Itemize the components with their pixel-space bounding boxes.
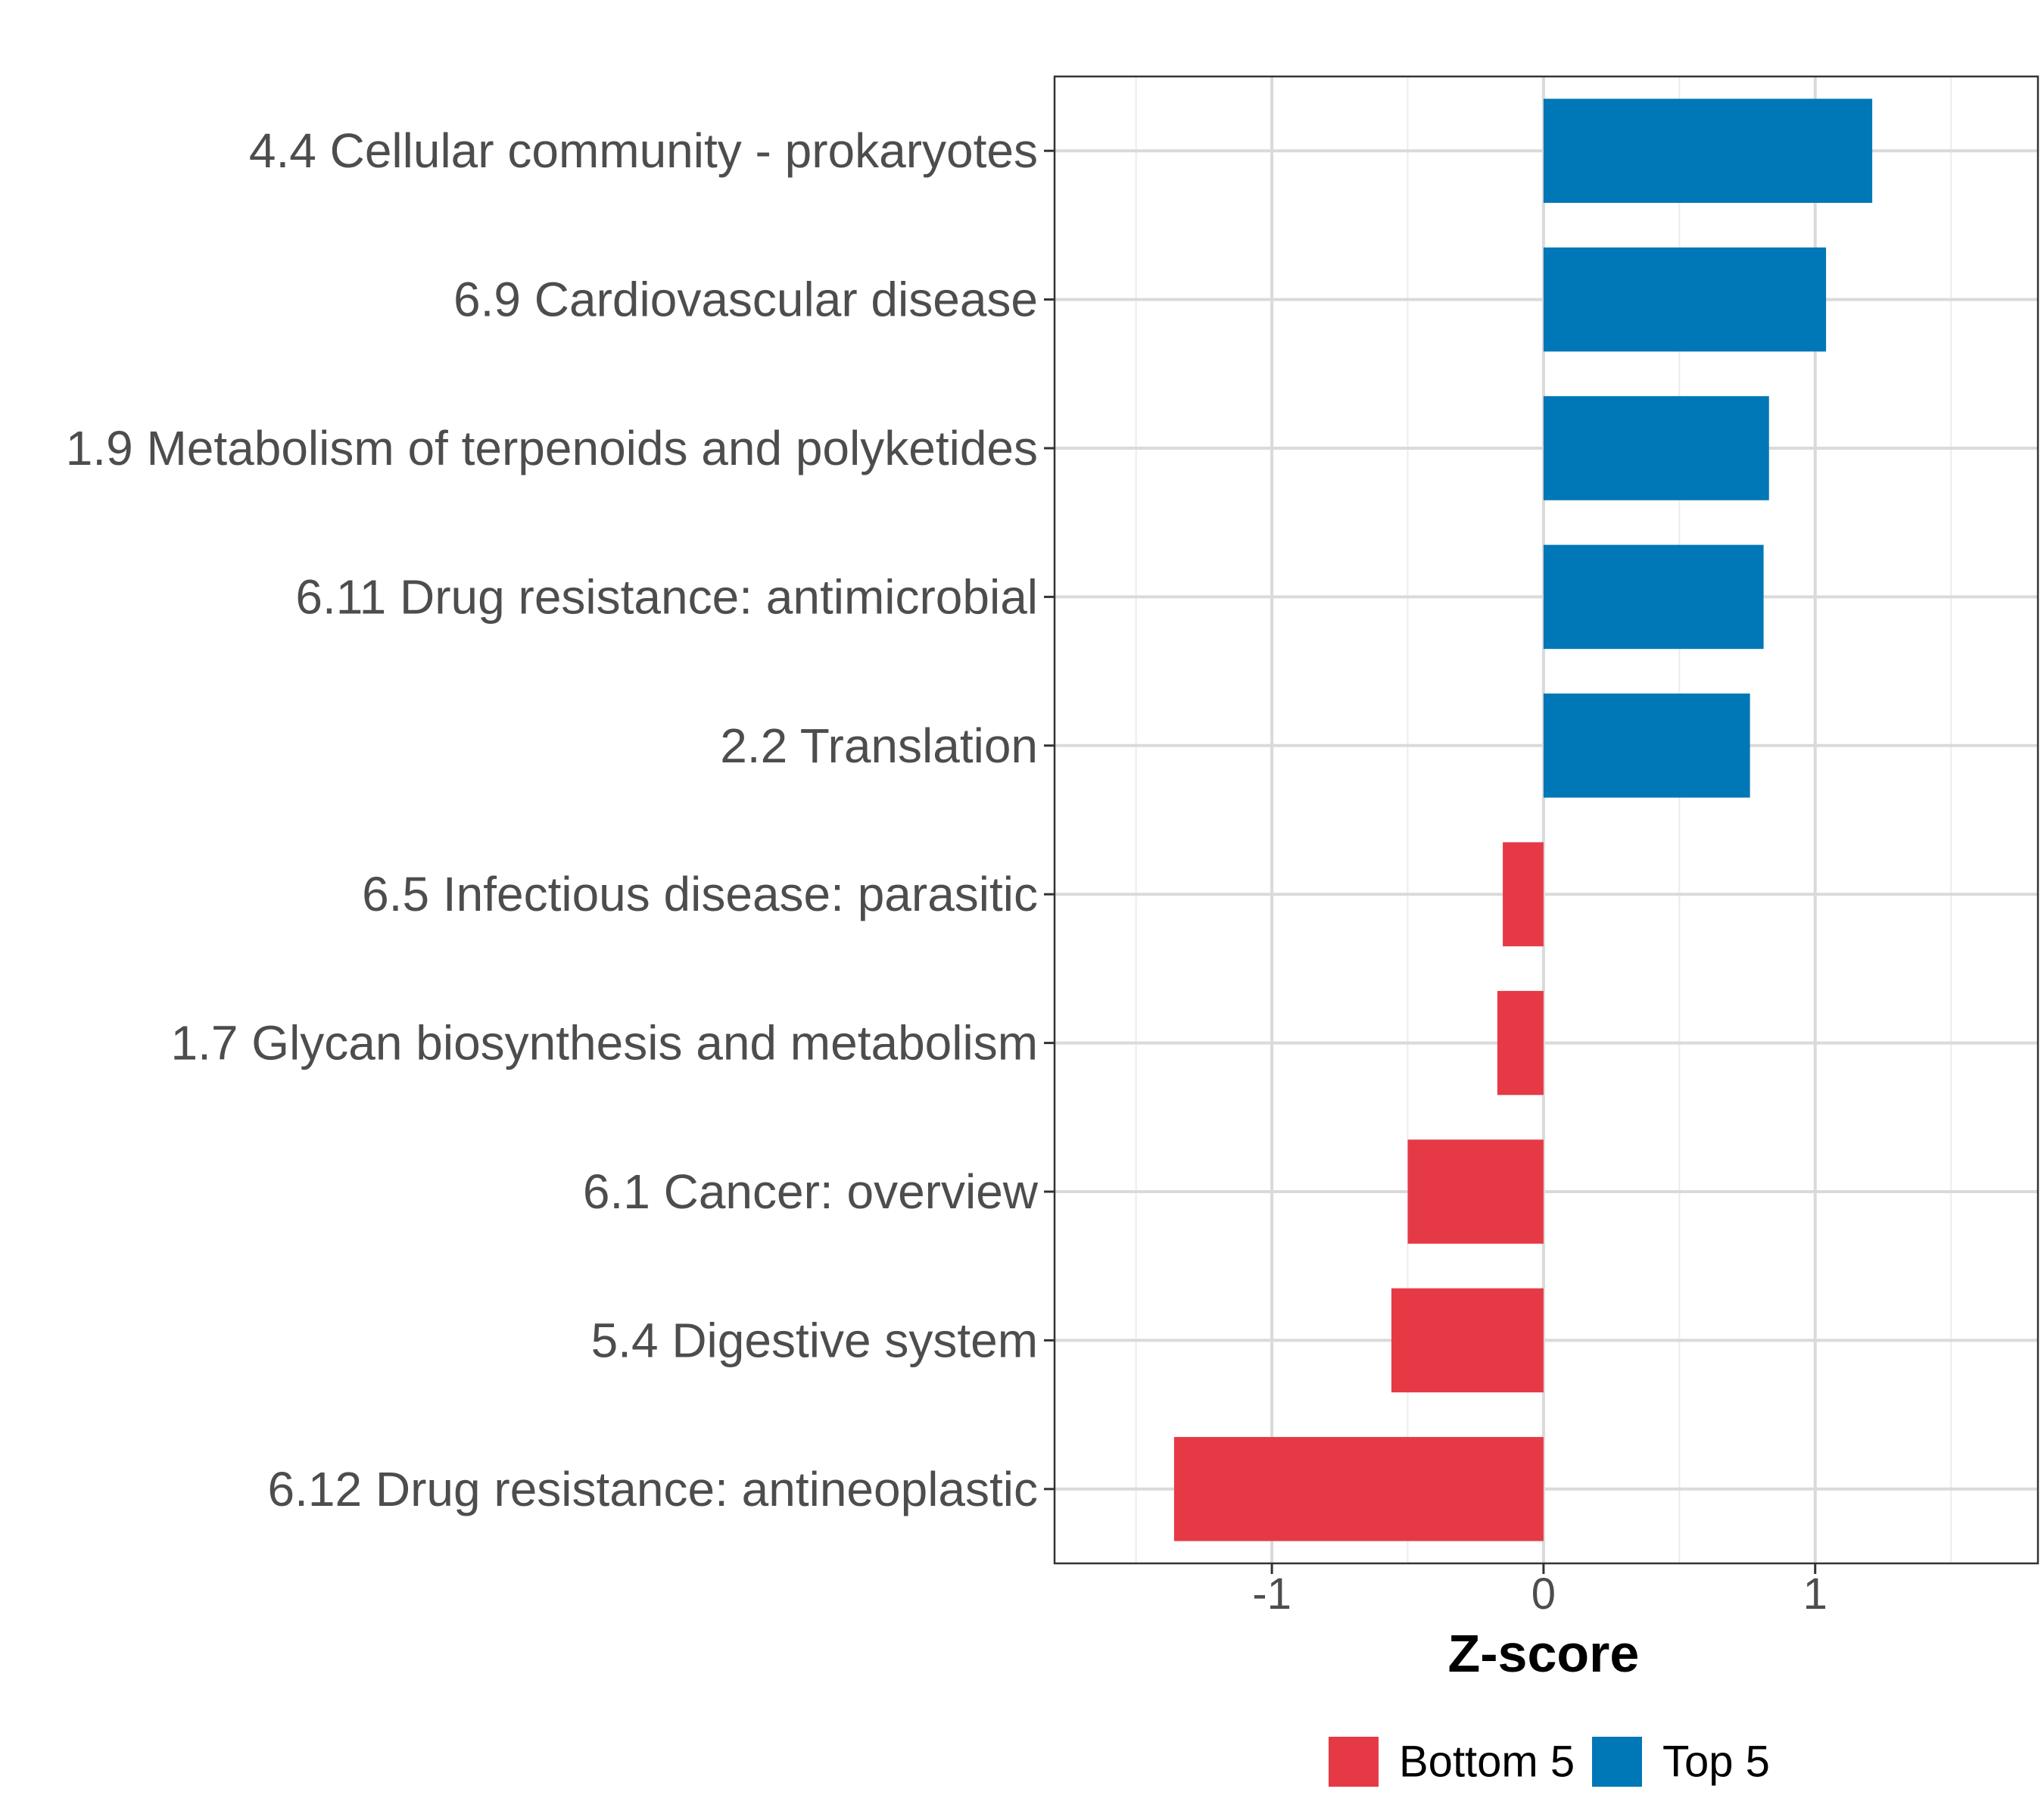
bar bbox=[1503, 842, 1544, 946]
legend-key bbox=[1592, 1737, 1642, 1787]
bar bbox=[1543, 693, 1750, 798]
x-axis-tick-label: 0 bbox=[1531, 1569, 1556, 1619]
x-axis-ticks bbox=[1270, 1563, 1817, 1574]
bar bbox=[1543, 98, 1873, 203]
y-axis-category-label: 4.4 Cellular community - prokaryotes bbox=[249, 123, 1038, 178]
plot-panel-border bbox=[1053, 75, 2039, 1565]
y-axis-category-label: 2.2 Translation bbox=[720, 718, 1038, 773]
y-axis-category-label: 1.9 Metabolism of terpenoids and polyket… bbox=[66, 421, 1038, 475]
x-axis-labels: -1 0 1 bbox=[1252, 1569, 1827, 1619]
y-axis-category-label: 6.5 Infectious disease: parasitic bbox=[362, 867, 1038, 921]
legend: Bottom 5 Top 5 bbox=[1329, 1737, 1770, 1787]
y-axis-ticks bbox=[1044, 149, 1055, 1491]
legend-label: Bottom 5 bbox=[1399, 1738, 1575, 1787]
legend-label: Top 5 bbox=[1662, 1738, 1770, 1787]
bars bbox=[1173, 98, 1873, 1541]
bar bbox=[1543, 396, 1769, 500]
y-axis-category-label: 1.7 Glycan biosynthesis and metabolism bbox=[171, 1016, 1038, 1071]
bar bbox=[1407, 1139, 1544, 1244]
y-axis-category-label: 6.1 Cancer: overview bbox=[583, 1164, 1039, 1219]
y-axis-category-label: 6.11 Drug resistance: antimicrobial bbox=[295, 569, 1038, 624]
bar bbox=[1173, 1437, 1544, 1541]
x-axis-title: Z-score bbox=[1447, 1624, 1639, 1683]
bar bbox=[1391, 1288, 1544, 1393]
bar bbox=[1497, 990, 1544, 1095]
y-axis-category-label: 6.9 Cardiovascular disease bbox=[453, 273, 1038, 327]
legend-key bbox=[1329, 1737, 1379, 1787]
y-axis-category-label: 6.12 Drug resistance: antineoplastic bbox=[268, 1462, 1038, 1516]
x-axis-tick-label: 1 bbox=[1803, 1569, 1827, 1619]
bar bbox=[1543, 544, 1764, 650]
y-axis-category-label: 5.4 Digestive system bbox=[591, 1313, 1038, 1367]
x-axis-tick-label: -1 bbox=[1252, 1569, 1292, 1619]
y-axis-labels: 4.4 Cellular community - prokaryotes 6.9 … bbox=[66, 123, 1039, 1516]
bar bbox=[1543, 247, 1827, 352]
